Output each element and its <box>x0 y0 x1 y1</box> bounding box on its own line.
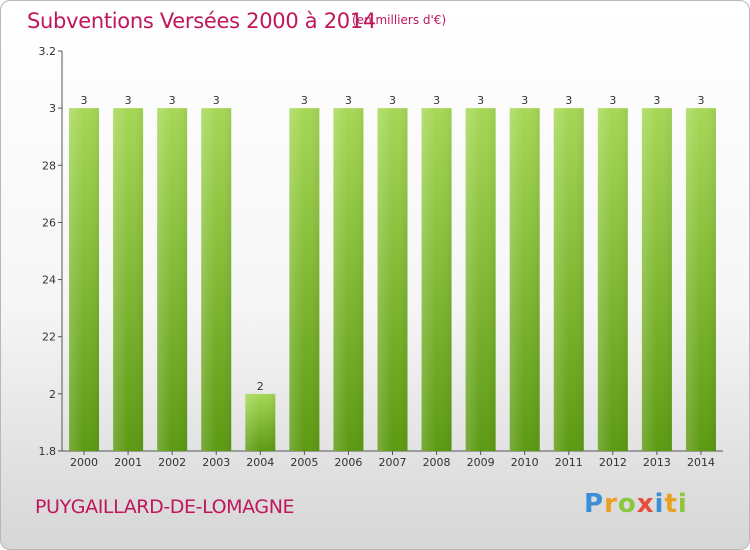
bar-value-label: 3 <box>213 94 220 107</box>
bar-shine <box>685 108 716 452</box>
y-tick-label: 22 <box>42 331 56 344</box>
bar-value-label: 3 <box>169 94 176 107</box>
x-tick-label: 2013 <box>643 456 671 469</box>
bar-value-label: 3 <box>389 94 396 107</box>
x-tick-label: 2012 <box>599 456 627 469</box>
bar-shine <box>465 108 496 452</box>
bar-shine <box>289 108 320 452</box>
y-tick-label: 2 <box>49 388 56 401</box>
bar-shine <box>157 108 188 452</box>
bar-shine <box>641 108 672 452</box>
bar-value-label: 3 <box>433 94 440 107</box>
x-tick-label: 2004 <box>246 456 274 469</box>
bar-shine <box>597 108 628 452</box>
logo-letter: i <box>677 489 688 519</box>
x-tick-label: 2003 <box>202 456 230 469</box>
logo-letter: i <box>654 489 665 519</box>
x-tick-label: 2014 <box>687 456 715 469</box>
x-tick-label: 2010 <box>511 456 539 469</box>
bar-value-label: 3 <box>345 94 352 107</box>
y-tick-label: 3 <box>49 102 56 115</box>
logo-letter: o <box>617 489 637 519</box>
commune-name: PUYGAILLARD-DE-LOMAGNE <box>35 496 295 518</box>
bar-value-label: 3 <box>301 94 308 107</box>
bar-shine <box>509 108 540 452</box>
logo-letter: r <box>604 489 618 519</box>
bar-value-label: 3 <box>521 94 528 107</box>
y-tick-label: 24 <box>42 274 56 287</box>
x-tick-label: 2002 <box>158 456 186 469</box>
bar-value-label: 3 <box>653 94 660 107</box>
bar-shine <box>69 108 100 452</box>
logo-letter: t <box>664 489 678 519</box>
chart-unit-note: (en milliers d'€) <box>352 13 447 27</box>
bar-value-label: 3 <box>81 94 88 107</box>
y-tick-label: 26 <box>42 216 56 229</box>
bar-shine <box>245 393 276 451</box>
bar-value-label: 3 <box>125 94 132 107</box>
x-tick-label: 2000 <box>70 456 98 469</box>
y-tick-label: 28 <box>42 159 56 172</box>
bar-shine <box>553 108 584 452</box>
bar-shine <box>201 108 232 452</box>
x-tick-label: 2006 <box>334 456 362 469</box>
bar-value-label: 3 <box>477 94 484 107</box>
bar-value-label: 2 <box>257 380 264 393</box>
x-tick-label: 2009 <box>467 456 495 469</box>
x-tick-label: 2007 <box>379 456 407 469</box>
bar-value-label: 3 <box>697 94 704 107</box>
bar-shine <box>377 108 408 452</box>
x-tick-label: 2001 <box>114 456 142 469</box>
bar-shine <box>333 108 364 452</box>
y-tick-label: 3.2 <box>39 45 57 58</box>
bar-value-label: 3 <box>565 94 572 107</box>
bar-shine <box>421 108 452 452</box>
logo-letter: P <box>584 489 605 519</box>
x-tick-label: 2008 <box>423 456 451 469</box>
bar-shine <box>113 108 144 452</box>
bar-value-label: 3 <box>609 94 616 107</box>
x-tick-label: 2005 <box>290 456 318 469</box>
logo-letter: x <box>636 489 655 519</box>
proxiti-logo: Proxiti <box>584 489 688 519</box>
x-tick-label: 2011 <box>555 456 583 469</box>
chart-title: Subventions Versées 2000 à 2014 <box>27 9 376 33</box>
y-tick-label: 1.8 <box>39 445 57 458</box>
